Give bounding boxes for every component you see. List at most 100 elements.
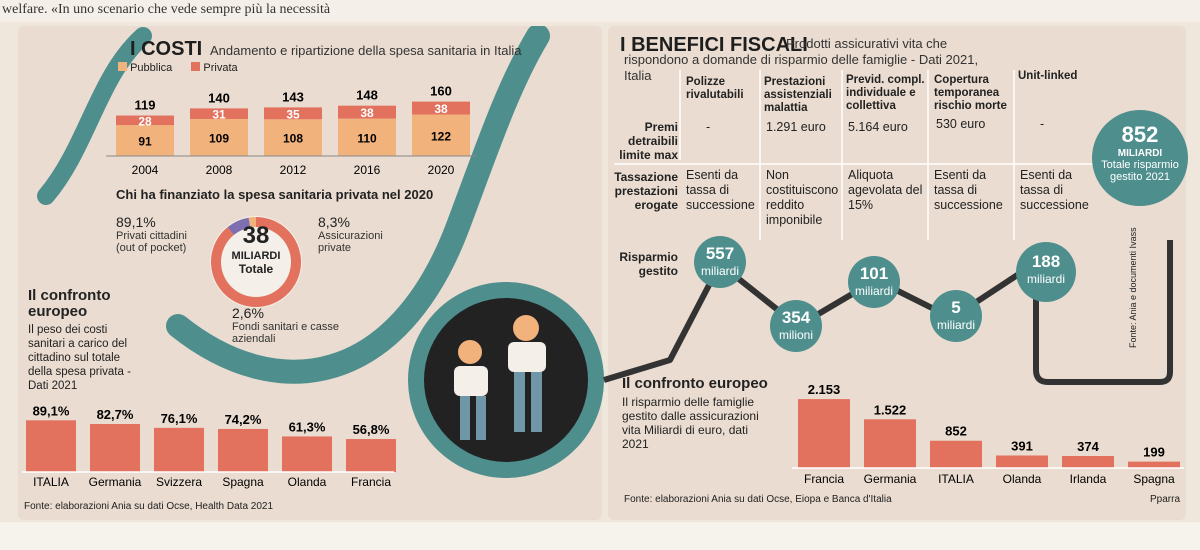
bubble-unit: milioni [778,328,813,342]
bar-public [190,118,248,156]
bar-private [190,108,248,119]
x-tick-label: Irlanda [1070,472,1107,486]
bar-public-label: 109 [209,131,229,145]
costi-title: I COSTI [130,38,203,60]
donut-slice [211,217,301,307]
bar-private-label: 38 [360,106,374,120]
benefici-title: I BENEFICI FISCALI [620,34,808,56]
table-grid [614,70,1094,240]
x-tick-label: Germania [864,472,917,486]
donut-center: 38 MILIARDI Totale [206,222,306,276]
bubble-value: 557 [705,244,735,263]
x-tick-label: Spagna [1133,472,1175,486]
newspaper-bottom-strip [0,522,1200,550]
col-header-prestazioni: Prestazioni assistenziali malattia [764,76,832,114]
bar-private [412,101,470,115]
bar-value-label: 199 [1143,445,1165,460]
bar [346,439,396,472]
confronto-right-header: Il confronto europeo Il risparmio delle … [622,375,772,452]
bar-public [412,114,470,156]
bar [218,428,268,472]
confronto-right-title: Il confronto europeo [622,375,768,392]
total-risparmio-bubble: 852 MILIARDI Totale risparmio gestito 20… [1092,110,1188,206]
bar-total-label: 119 [135,98,156,113]
bar-total-label: 160 [430,84,452,99]
bar-public-label: 122 [431,129,451,143]
bar-private-label: 28 [138,114,152,128]
bar-value-label: 2.153 [808,382,841,397]
segment-label: Fondi sanitari e casse aziendali [232,321,339,345]
bubble-value: 5 [951,298,961,317]
costi-legend: Pubblica Privata [118,62,238,74]
legend-label-public: Pubblica [130,62,173,74]
bubble-unit: miliardi [854,284,893,298]
legend-swatch-private [191,62,201,71]
col-header-previdenza: Previd. compl. individuale e collettiva [846,74,925,112]
source-left: Fonte: elaborazioni Ania su dati Ocse, H… [24,501,274,512]
bar-value-label: 56,8% [353,422,390,437]
donut-slice [227,217,251,236]
bar-public-label: 91 [138,135,152,149]
benefici-subtitle: Prodotti assicurativi vita che rispondon… [624,36,979,83]
source-right: Fonte: elaborazioni Ania su dati Ocse, E… [624,494,892,505]
risparmio-connector [408,240,1173,478]
legend-swatch-public [118,62,127,71]
segment-private-citizens: 89,1% Privati cittadini (out of pocket) [116,214,208,254]
confronto-right-subtitle: Il risparmio delle famiglie gestito dall… [622,395,759,451]
bar [798,399,850,468]
col-header-copertura: Copertura temporanea rischio morte [934,74,1007,112]
bar-value-label: 374 [1077,439,1099,454]
bar-total-label: 148 [356,88,378,103]
bar-private [116,115,174,126]
bar [282,436,332,472]
bubble-value: 101 [859,264,889,283]
bar [1128,461,1180,468]
bar-total-label: 140 [208,90,230,105]
bubble-unit-linked: 188 miliardi [1016,242,1076,302]
x-tick-label: 2012 [280,163,307,177]
cell-tax-prestazioni: Non costituiscono reddito imponibile [766,168,839,227]
source-side: Fonte: Ania e documenti Ivass [1128,227,1138,348]
bar-value-label: 76,1% [161,411,198,426]
confronto-left-header: Il confronto europeo Il peso dei costi s… [28,288,140,393]
risparmio-label: Risparmio gestito [619,250,678,278]
bar-value-label: 852 [945,424,967,439]
segment-insurance: 8,3% Assicurazioni private [318,214,390,254]
row-label-premi: Premi detraibili limite max [619,120,678,162]
cell-premi-prestazioni: 1.291 euro [766,120,826,134]
bar [26,420,76,472]
total-unit: MILIARDI [1117,148,1163,159]
bar [930,440,982,468]
bar [1062,456,1114,468]
eu-right-bar-chart: 2.153 Francia 1.522 Germania 852 ITALIA 391 Ola… [792,382,1184,486]
donut-center-value: 38 [242,222,270,249]
private-financing-title: Chi ha finanziato la spesa sanitaria pri… [116,187,434,202]
costi-subtitle: Andamento e ripartizione della spesa san… [210,43,522,58]
donut-background [210,216,302,308]
eu-left-bar-chart: 89,1% ITALIA 82,7% Germania 76,1% Svizzera 74,… [22,403,396,489]
bar-private [264,107,322,120]
confronto-left-subtitle: Il peso dei costi sanitari a carico del … [28,324,131,392]
donut-center-unit: MILIARDI [231,250,281,262]
segment-funds: 2,6% Fondi sanitari e casse aziendali [232,305,342,345]
newspaper-top-strip: welfare. «In uno scenario che vede sempr… [0,0,1200,22]
donut-slice [248,217,257,228]
x-tick-label: Svizzera [156,475,202,489]
x-tick-label: Spagna [222,475,264,489]
col-header-unit-linked: Unit-linked [1018,70,1078,82]
x-tick-label: 2008 [206,163,233,177]
total-value: 852 [1121,122,1159,147]
bubble-prestazioni: 354 milioni [770,300,822,352]
bar-private-label: 38 [434,102,448,116]
segment-label: Privati cittadini (out of pocket) [116,230,187,254]
bar-private [338,105,396,119]
cell-tax-polizze: Esenti da tassa di successione [686,168,755,212]
x-tick-label: ITALIA [938,472,974,486]
decorative-curve [37,26,550,384]
x-tick-label: 2004 [132,163,159,177]
segment-label: Assicurazioni private [318,230,383,254]
segment-pct: 8,3% [318,214,350,230]
bubble-value: 188 [1031,252,1061,271]
cell-premi-copertura: 530 euro [936,117,986,131]
